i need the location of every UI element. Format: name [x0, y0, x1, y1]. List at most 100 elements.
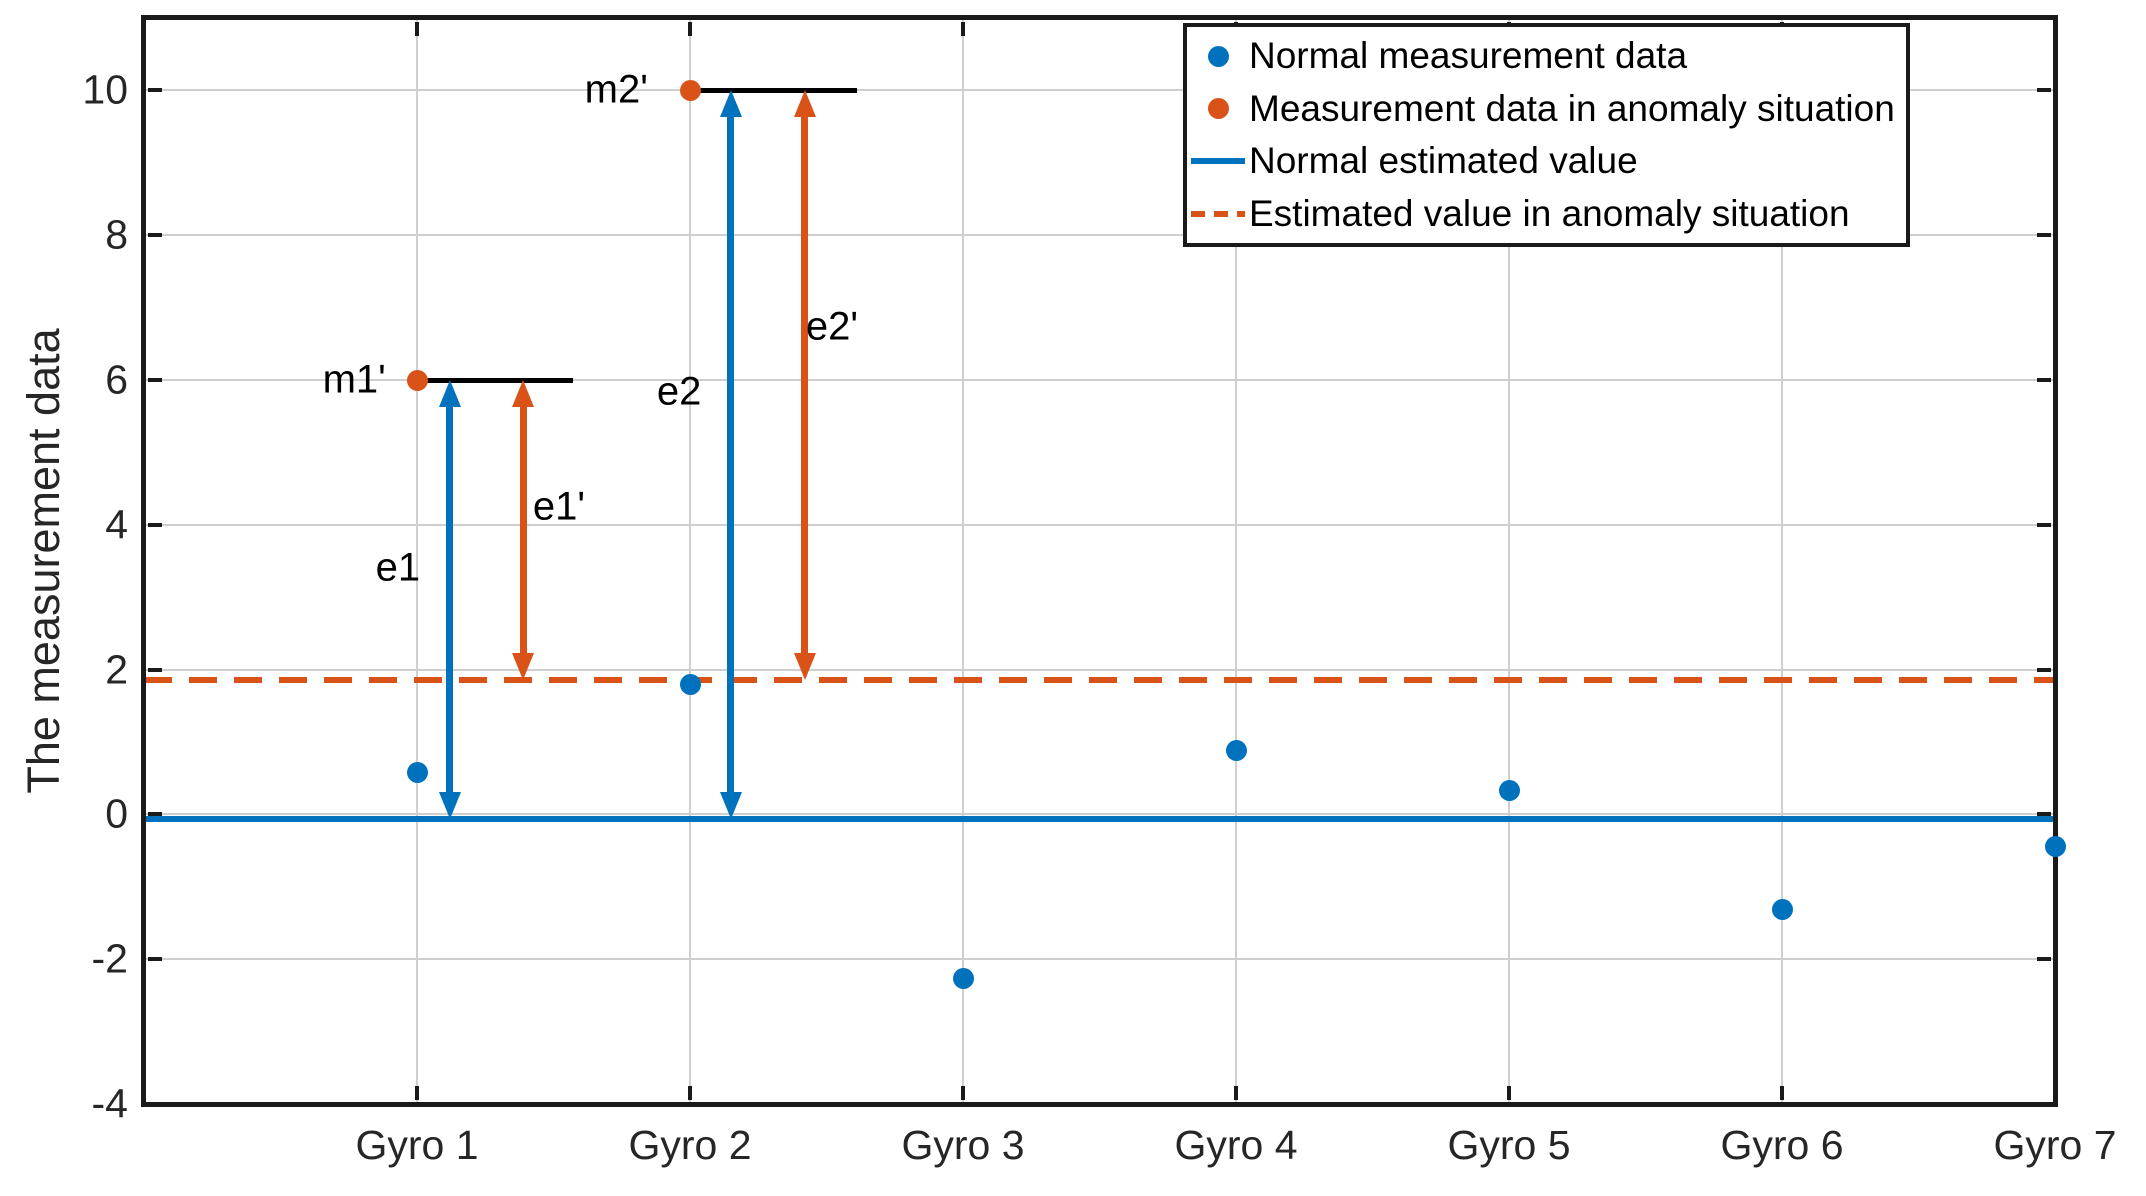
error-arrow-e2-prime — [793, 90, 816, 681]
x-tick-label: Gyro 5 — [1447, 1122, 1571, 1168]
data-point-anomaly — [406, 369, 428, 391]
arrow-head-up — [512, 380, 535, 407]
arrow-shaft — [446, 402, 454, 797]
x-gridline — [1781, 18, 1783, 1104]
x-gridline — [689, 18, 691, 1104]
arrow-head-down — [438, 791, 461, 819]
y-tick-right — [2037, 957, 2051, 962]
data-point-normal — [1225, 740, 1247, 762]
annotation-e1: e1 — [375, 545, 421, 590]
x-tick-top — [961, 22, 965, 36]
legend-label: Measurement data in anomaly situation — [1249, 87, 1895, 129]
y-tick-right — [2037, 233, 2051, 238]
y-gridline — [144, 813, 2055, 816]
x-tick-label: Gyro 4 — [1174, 1122, 1298, 1168]
x-tick-top — [415, 22, 419, 36]
data-point-normal — [1498, 780, 1520, 801]
arrow-shaft — [727, 112, 735, 797]
arrow-head-down — [719, 791, 742, 819]
y-tick-label: 2 — [105, 646, 128, 693]
y-tick-left — [148, 233, 162, 238]
y-tick-label: 10 — [82, 66, 128, 113]
y-gridline — [144, 379, 2055, 381]
legend-row: Estimated value in anomaly situation — [1187, 188, 1906, 240]
y-tick-left — [148, 378, 162, 382]
annotation-m2-prime: m2' — [584, 67, 648, 112]
x-tick-label: Gyro 3 — [901, 1122, 1025, 1168]
y-tick-right — [2037, 812, 2051, 817]
legend-marker-line — [1191, 158, 1245, 165]
legend-line-icon — [1187, 158, 1249, 165]
y-tick-left — [148, 88, 162, 93]
arrow-shaft — [519, 402, 527, 659]
legend: Normal measurement data Measurement data … — [1183, 23, 1910, 247]
arrow-head-up — [793, 90, 816, 118]
x-gridline — [416, 18, 418, 1104]
y-gridline — [144, 89, 2055, 92]
annotation-m1-prime: m1' — [322, 357, 386, 402]
legend-row: Measurement data in anomaly situation — [1187, 83, 1906, 135]
x-tick-top — [688, 22, 692, 36]
y-tick-left — [148, 957, 162, 962]
y-tick-label: 6 — [105, 356, 128, 403]
legend-dot-icon — [1187, 98, 1249, 120]
legend-marker-dot — [1207, 98, 1229, 120]
x-tick-bottom — [1780, 1086, 1784, 1100]
y-tick-right — [2037, 88, 2051, 93]
y-axis-title: The measurement data — [18, 328, 69, 794]
x-tick-bottom — [415, 1086, 419, 1100]
y-tick-left — [148, 812, 162, 817]
legend-label: Normal estimated value — [1249, 140, 1638, 182]
annotation-e2-prime: e2' — [805, 304, 859, 349]
arrow-head-up — [438, 380, 461, 407]
x-tick-label: Gyro 7 — [1993, 1122, 2117, 1168]
data-point-normal — [952, 967, 974, 989]
y-tick-right — [2037, 667, 2051, 672]
y-tick-label: 0 — [105, 790, 128, 837]
error-arrow-e2 — [719, 90, 742, 819]
annotation-e2: e2 — [656, 369, 702, 414]
arrow-head-down — [793, 653, 816, 681]
data-point-anomaly — [679, 79, 701, 101]
x-tick-bottom — [1507, 1086, 1511, 1100]
legend-row: Normal measurement data — [1187, 30, 1906, 82]
y-tick-label: 4 — [105, 501, 128, 548]
legend-dot-icon — [1187, 45, 1249, 67]
y-tick-label: -2 — [91, 935, 128, 982]
legend-label: Normal measurement data — [1249, 35, 1688, 77]
y-tick-right — [2037, 522, 2051, 527]
legend-label: Estimated value in anomaly situation — [1249, 192, 1850, 234]
x-tick-label: Gyro 1 — [355, 1122, 479, 1168]
annotation-e1-prime: e1' — [532, 484, 586, 529]
legend-row: Normal estimated value — [1187, 135, 1906, 187]
reference-segment — [425, 378, 573, 383]
reference-segment — [698, 88, 857, 94]
x-tick-bottom — [1234, 1086, 1238, 1100]
x-tick-bottom — [688, 1086, 692, 1100]
y-tick-right — [2037, 378, 2051, 382]
y-gridline — [144, 958, 2055, 961]
arrow-head-up — [719, 90, 742, 118]
x-tick-label: Gyro 6 — [1720, 1122, 1844, 1168]
legend-dashed-line-icon — [1187, 210, 1249, 217]
x-tick-label: Gyro 2 — [628, 1122, 752, 1168]
data-point-normal — [1771, 898, 1793, 920]
data-point-normal — [679, 673, 701, 695]
x-tick-bottom — [961, 1086, 965, 1100]
legend-marker-line — [1191, 210, 1245, 217]
error-arrow-e1 — [438, 380, 461, 819]
y-tick-left — [148, 522, 162, 527]
x-gridline — [1235, 18, 1237, 1104]
data-point-normal — [406, 761, 428, 783]
data-point-normal — [2044, 835, 2066, 857]
arrow-head-down — [512, 653, 535, 681]
error-arrow-e1-prime — [512, 380, 535, 681]
y-gridline — [144, 668, 2055, 671]
anomaly-estimated-line — [144, 677, 2055, 684]
x-gridline — [1508, 18, 1510, 1104]
y-tick-label: -4 — [91, 1080, 128, 1127]
legend-marker-dot — [1207, 45, 1229, 67]
arrow-shaft — [801, 112, 809, 659]
normal-estimated-line — [144, 815, 2055, 822]
